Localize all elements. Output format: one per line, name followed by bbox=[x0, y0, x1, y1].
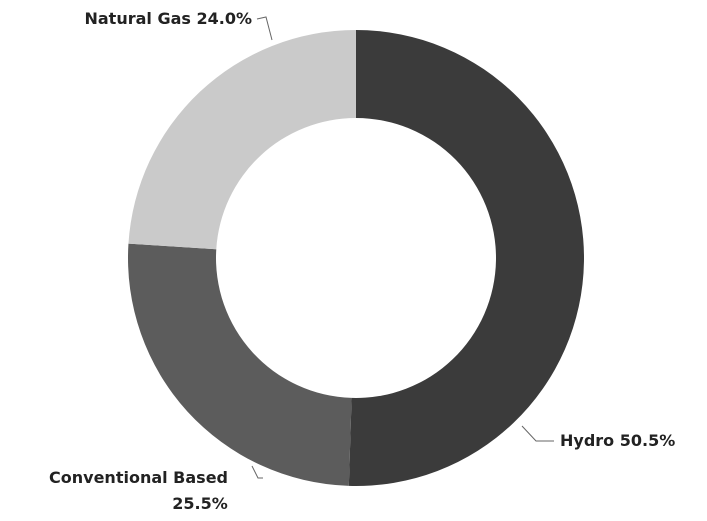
label-category: Hydro bbox=[560, 431, 614, 450]
label-category: Conventional Based bbox=[49, 468, 228, 487]
donut bbox=[128, 30, 585, 487]
leader-line bbox=[256, 16, 273, 41]
label-category: Natural Gas bbox=[84, 9, 190, 28]
data-labels: Hydro 50.5% Conventional Based 25.5% Natura… bbox=[49, 9, 675, 513]
data-label: Natural Gas 24.0% bbox=[84, 9, 252, 28]
leader-line bbox=[251, 465, 263, 479]
donut-slice bbox=[128, 243, 352, 486]
label-value: 25.5% bbox=[172, 494, 228, 513]
data-label: 25.5% bbox=[172, 494, 228, 513]
donut-slice bbox=[348, 30, 585, 487]
data-label: Hydro 50.5% bbox=[560, 431, 675, 450]
data-label: Conventional Based bbox=[49, 468, 228, 487]
donut-slice bbox=[128, 30, 356, 250]
leader-line bbox=[521, 425, 554, 442]
label-value: 50.5% bbox=[620, 431, 676, 450]
label-value: 24.0% bbox=[196, 9, 252, 28]
